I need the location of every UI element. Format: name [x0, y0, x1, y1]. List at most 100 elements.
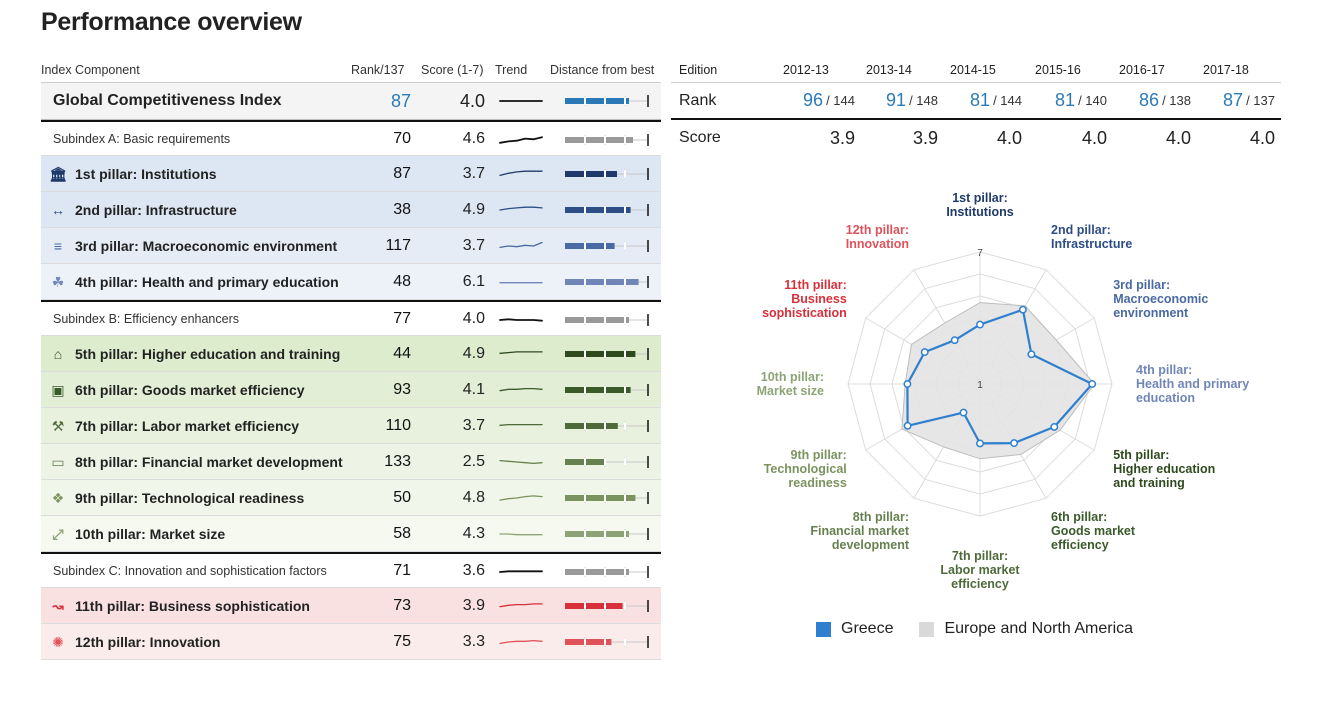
table-row[interactable]: ☘ 4th pillar: Health and primary educatio…: [41, 264, 661, 300]
row-label: Subindex C: Innovation and sophisticatio…: [53, 554, 327, 587]
row-rank: 133: [384, 452, 411, 470]
radar-point: [959, 408, 968, 417]
radar-axis-label: 6th pillar: Goods market efficiency: [1051, 510, 1136, 552]
trend-line: [499, 136, 543, 144]
distance-bar: [565, 314, 649, 326]
table-row[interactable]: Subindex A: Basic requirements 70 4.6: [41, 120, 661, 156]
graduation-cap-icon: ⌂: [53, 345, 63, 362]
table-row[interactable]: Global Competitiveness Index 87 4.0: [41, 82, 661, 120]
distance-fill: [565, 279, 639, 285]
rank-cell: 91/ 148: [848, 83, 938, 118]
trend-line: [499, 533, 543, 536]
row-label-text: Subindex C: Innovation and sophisticatio…: [53, 563, 327, 578]
table-row[interactable]: 🏛 1st pillar: Institutions 87 3.7: [41, 156, 661, 192]
rank-row: Rank 96/ 144 91/ 148 81/ 144 81/ 140 86/ 138…: [671, 82, 1281, 120]
distance-bar: [565, 348, 649, 360]
radar-axis-label: 11th pillar: Business sophistication: [762, 278, 847, 320]
legend-item[interactable]: Greece: [816, 620, 893, 638]
distance-gap: [624, 602, 626, 610]
row-rank: 50: [393, 488, 411, 506]
table-row[interactable]: ✺ 12th pillar: Innovation 75 3.3: [41, 624, 661, 660]
table-row[interactable]: ↔ 2nd pillar: Infrastructure 38 4.9: [41, 192, 661, 228]
radar-tick-min: 1: [977, 380, 983, 391]
distance-gap: [624, 170, 626, 178]
distance-fill: [565, 207, 631, 213]
row-label: 🏛 1st pillar: Institutions: [49, 156, 217, 191]
distance-gap: [584, 206, 586, 214]
trend-line: [499, 351, 543, 354]
network-icon: ❖: [51, 489, 65, 506]
radar-chart: 1 7 1st pillar: Institutions 2nd pillar: Infr…: [757, 191, 1250, 591]
distance-bar: [565, 566, 649, 578]
box-icon: ▣: [51, 381, 65, 398]
table-row[interactable]: ⤢ 10th pillar: Market size 58 4.3: [41, 516, 661, 552]
row-score: 3.6: [462, 561, 485, 579]
rank-total: / 144: [993, 93, 1022, 108]
distance-bar: [565, 276, 649, 288]
rank-total: / 137: [1246, 93, 1275, 108]
distance-bar: [565, 95, 649, 107]
table-row[interactable]: ⌂ 5th pillar: Higher education and traini…: [41, 336, 661, 372]
distance-bar: [565, 528, 649, 540]
radar-axis-label: 12th pillar: Innovation: [846, 223, 909, 251]
table-row[interactable]: ▣ 6th pillar: Goods market efficiency 93 4.…: [41, 372, 661, 408]
distance-gap: [604, 386, 606, 394]
row-score: 6.1: [462, 272, 485, 290]
table-row[interactable]: ▭ 8th pillar: Financial market developmen…: [41, 444, 661, 480]
table-header: Index Component Rank/137 Score (1-7) Tre…: [41, 60, 661, 82]
distance-bar: [565, 492, 649, 504]
score-value: 3.9: [829, 127, 855, 148]
table-row[interactable]: ⚒ 7th pillar: Labor market efficiency 110 3…: [41, 408, 661, 444]
distance-fill: [565, 351, 636, 357]
distance-gap: [624, 568, 626, 576]
distance-fill: [565, 171, 617, 177]
row-rank: 77: [393, 309, 411, 327]
row-score: 3.7: [462, 416, 485, 434]
trend-line: [499, 241, 543, 249]
distance-gap: [604, 350, 606, 358]
distance-gap: [624, 316, 626, 324]
row-label: ☘ 4th pillar: Health and primary educatio…: [52, 264, 339, 299]
distance-gap: [604, 494, 606, 502]
bridge-icon: ↔: [51, 201, 65, 218]
legend-label: Europe and North America: [944, 620, 1134, 637]
legend-item[interactable]: Europe and North America: [919, 620, 1133, 638]
row-label: Global Competitiveness Index: [53, 83, 282, 119]
distance-gap: [624, 530, 626, 538]
distance-gap: [604, 568, 606, 576]
distance-gap: [624, 638, 626, 646]
trend-line: [499, 206, 543, 211]
radar-point: [920, 348, 929, 357]
rank-cell: 86/ 138: [1101, 83, 1191, 118]
rank-total: / 138: [1162, 93, 1191, 108]
table-row[interactable]: ❖ 9th pillar: Technological readiness 50 4.…: [41, 480, 661, 516]
table-row[interactable]: Subindex B: Efficiency enhancers 77 4.0: [41, 300, 661, 336]
distance-gap: [584, 316, 586, 324]
distance-bar: [565, 168, 649, 180]
table-row[interactable]: ≡ 3rd pillar: Macroeconomic environment 11…: [41, 228, 661, 264]
distance-gap: [624, 350, 626, 358]
distance-fill: [565, 317, 629, 323]
trend-line: [499, 459, 543, 465]
distance-gap: [604, 242, 606, 250]
row-score: 4.1: [462, 380, 485, 398]
row-label: ≡ 3rd pillar: Macroeconomic environment: [53, 228, 337, 263]
radar-point: [903, 421, 912, 430]
distance-gap: [584, 602, 586, 610]
rank-cell: 87/ 137: [1185, 83, 1275, 118]
table-row[interactable]: Subindex C: Innovation and sophisticatio…: [41, 552, 661, 588]
trend-sparkline: [499, 423, 543, 426]
table-row[interactable]: ↝ 11th pillar: Business sophistication 73 3…: [41, 588, 661, 624]
distance-fill: [565, 531, 629, 537]
row-rank: 75: [393, 632, 411, 650]
distance-gap: [584, 458, 586, 466]
trend-sparkline: [499, 351, 543, 354]
distance-bar: [565, 204, 649, 216]
row-label-text: 1st pillar: Institutions: [75, 165, 217, 182]
rank-label: Rank: [679, 91, 717, 109]
trend-sparkline: [499, 387, 543, 392]
distance-gap: [604, 278, 606, 286]
trend-line: [499, 603, 543, 608]
performance-table: Index Component Rank/137 Score (1-7) Tre…: [41, 60, 661, 660]
distance-bar: [565, 456, 649, 468]
